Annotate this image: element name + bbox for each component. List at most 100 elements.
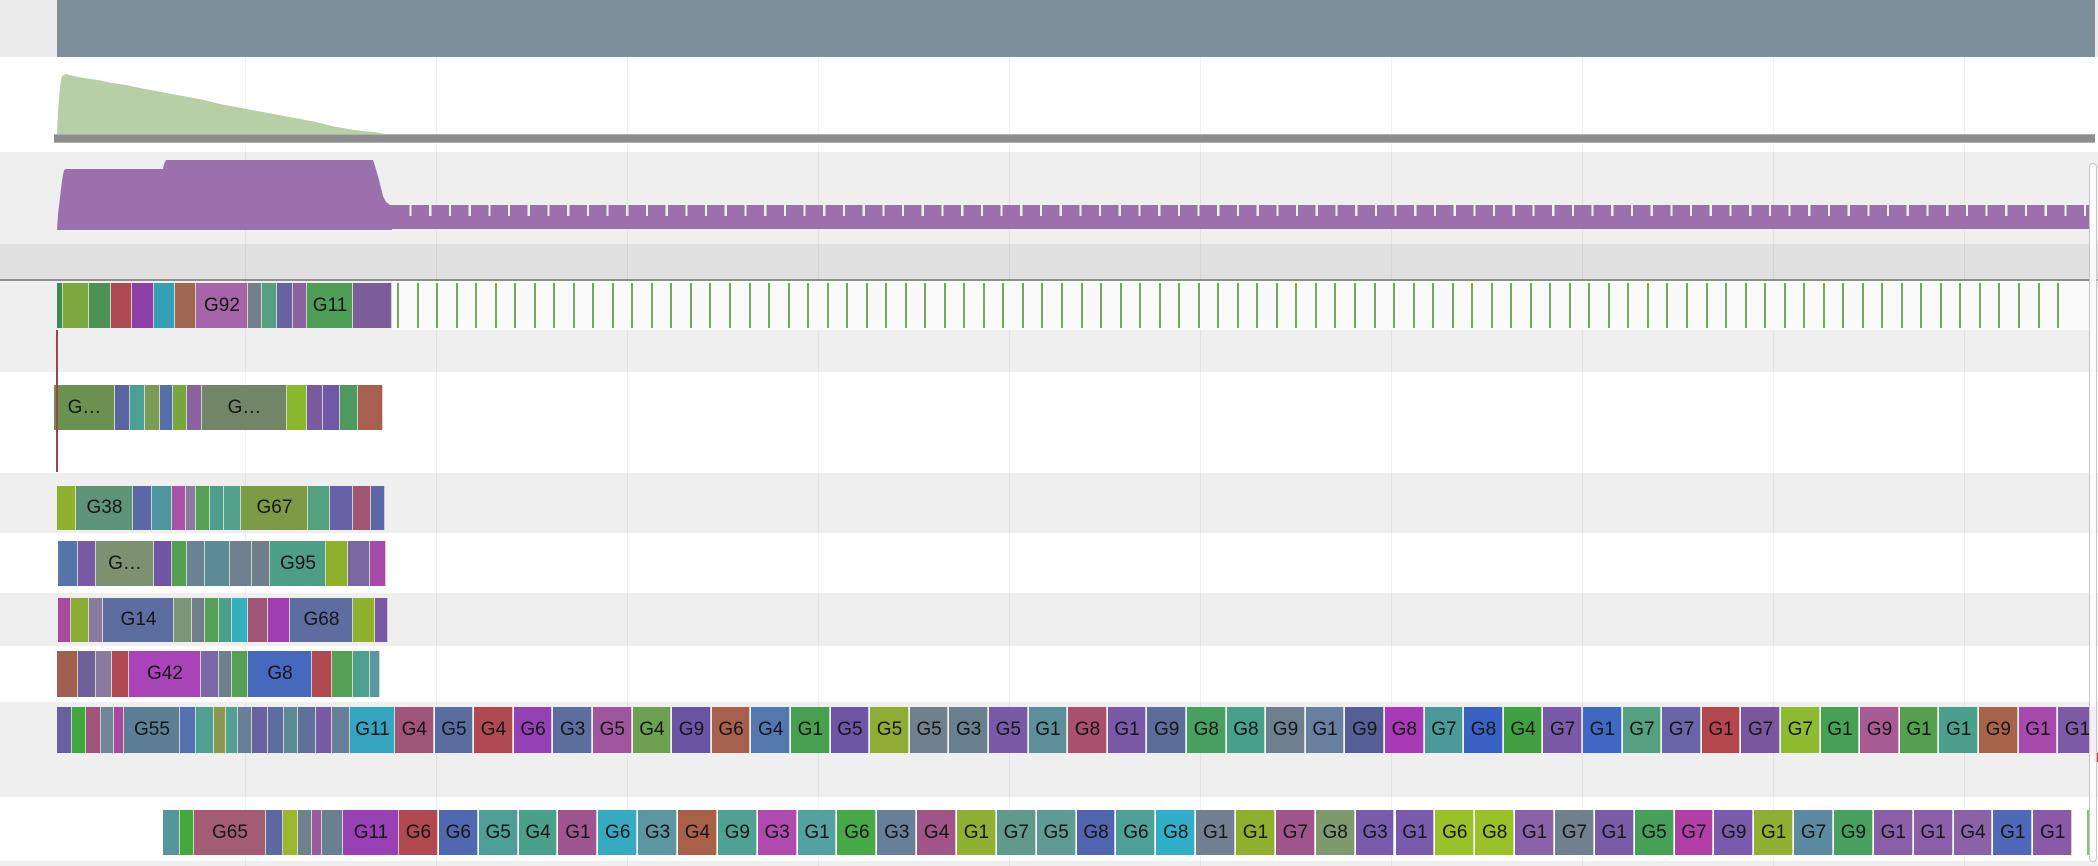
segment-G1[interactable]: G1 — [1899, 707, 1939, 753]
segment-G-more[interactable]: G… — [54, 385, 115, 430]
segment-G3[interactable]: G3 — [877, 810, 917, 855]
occupancy-base-strip[interactable] — [392, 216, 2090, 229]
segment[interactable] — [114, 707, 124, 753]
segment-G4[interactable]: G4 — [751, 707, 790, 753]
segment-G9[interactable]: G9 — [717, 810, 757, 855]
segment[interactable] — [230, 541, 252, 586]
segment[interactable] — [58, 541, 78, 586]
segment-G1[interactable]: G1 — [1754, 810, 1794, 855]
segment-G1[interactable]: G1 — [1028, 707, 1068, 753]
segment-G8[interactable]: G8 — [1464, 707, 1503, 753]
segment-G8[interactable]: G8 — [1076, 810, 1116, 855]
segment-G7[interactable]: G7 — [1622, 707, 1662, 753]
segment-G8[interactable]: G8 — [1226, 707, 1266, 753]
segment[interactable] — [298, 810, 312, 855]
segment[interactable] — [268, 598, 290, 642]
segment[interactable] — [370, 541, 386, 586]
segment[interactable] — [72, 707, 86, 753]
segment-G4[interactable]: G4 — [395, 707, 434, 753]
segment[interactable] — [172, 541, 187, 586]
segment[interactable] — [57, 651, 78, 697]
segment[interactable] — [154, 283, 175, 328]
segment-G6[interactable]: G6 — [711, 707, 751, 753]
segment-G9[interactable]: G9 — [1860, 707, 1899, 753]
segment[interactable] — [308, 486, 330, 530]
segment-G9[interactable]: G9 — [1979, 707, 2018, 753]
segment[interactable] — [358, 385, 383, 430]
segment-G-more[interactable]: G… — [96, 541, 154, 586]
segment[interactable] — [353, 283, 392, 328]
segment-G3[interactable]: G3 — [1355, 810, 1395, 855]
segment-G4[interactable]: G4 — [632, 707, 672, 753]
segment[interactable] — [248, 283, 262, 328]
segment-G1[interactable]: G1 — [791, 707, 830, 753]
segment[interactable] — [57, 486, 76, 530]
segment[interactable] — [89, 598, 103, 642]
segment[interactable] — [252, 707, 268, 753]
segment-G6[interactable]: G6 — [1116, 810, 1156, 855]
segment[interactable] — [180, 810, 194, 855]
segment-G9[interactable]: G9 — [1345, 707, 1384, 753]
segment-G7[interactable]: G7 — [1674, 810, 1714, 855]
segment-G5[interactable]: G5 — [434, 707, 474, 753]
segment-G9[interactable]: G9 — [1714, 810, 1754, 855]
segment[interactable] — [322, 810, 343, 855]
segment-G6[interactable]: G6 — [513, 707, 553, 753]
segment-G6[interactable]: G6 — [598, 810, 638, 855]
segment[interactable] — [224, 486, 241, 530]
segment-G8[interactable]: G8 — [1156, 810, 1196, 855]
segment[interactable] — [173, 385, 187, 430]
segment-G4[interactable]: G4 — [518, 810, 558, 855]
segment-G3[interactable]: G3 — [757, 810, 797, 855]
segment-G-more[interactable]: G… — [202, 385, 287, 430]
segment[interactable] — [201, 651, 219, 697]
segment[interactable] — [284, 707, 298, 753]
segment[interactable] — [57, 707, 72, 753]
segment[interactable] — [214, 707, 226, 753]
segment[interactable] — [71, 598, 89, 642]
segment[interactable] — [332, 707, 350, 753]
segment-G67[interactable]: G67 — [241, 486, 308, 530]
segment-G8[interactable]: G8 — [1475, 810, 1515, 855]
segment-G8[interactable]: G8 — [248, 651, 312, 697]
segment-G1[interactable]: G1 — [957, 810, 996, 855]
segment-G3[interactable]: G3 — [553, 707, 592, 753]
segment-G8[interactable]: G8 — [1068, 707, 1107, 753]
segment[interactable] — [332, 651, 353, 697]
vertical-scrollbar[interactable] — [2089, 163, 2097, 862]
segment-G42[interactable]: G42 — [129, 651, 201, 697]
segment-G11[interactable]: G11 — [343, 810, 399, 855]
segment-G3[interactable]: G3 — [949, 707, 988, 753]
segment-G5[interactable]: G5 — [909, 707, 949, 753]
occupancy-teeth-strip[interactable] — [392, 205, 2090, 216]
segment[interactable] — [172, 486, 186, 530]
segment[interactable] — [186, 486, 196, 530]
segment-G4[interactable]: G4 — [474, 707, 513, 753]
segment[interactable] — [154, 541, 172, 586]
segment[interactable] — [371, 486, 385, 530]
segment-G1[interactable]: G1 — [2018, 707, 2058, 753]
segment-G6[interactable]: G6 — [399, 810, 438, 855]
segment[interactable] — [370, 651, 380, 697]
segment-G4[interactable]: G4 — [1953, 810, 1993, 855]
segment-G4[interactable]: G4 — [1503, 707, 1543, 753]
segment[interactable] — [287, 385, 307, 430]
segment-G4[interactable]: G4 — [678, 810, 717, 855]
segment[interactable] — [205, 541, 230, 586]
segment[interactable] — [238, 707, 252, 753]
segment[interactable] — [78, 541, 96, 586]
segment-G92[interactable]: G92 — [196, 283, 248, 328]
segment[interactable] — [232, 651, 248, 697]
segment-G5[interactable]: G5 — [478, 810, 518, 855]
segment-G1[interactable]: G1 — [558, 810, 598, 855]
segment-G1[interactable]: G1 — [1701, 707, 1741, 753]
segment-G7[interactable]: G7 — [1794, 810, 1833, 855]
segment[interactable] — [196, 707, 214, 753]
segment[interactable] — [175, 283, 196, 328]
segment-G68[interactable]: G68 — [290, 598, 353, 642]
segment[interactable] — [312, 651, 332, 697]
segment[interactable] — [180, 707, 196, 753]
segment-G1[interactable]: G1 — [1583, 707, 1622, 753]
segment-G7[interactable]: G7 — [1275, 810, 1315, 855]
segment[interactable] — [330, 486, 353, 530]
